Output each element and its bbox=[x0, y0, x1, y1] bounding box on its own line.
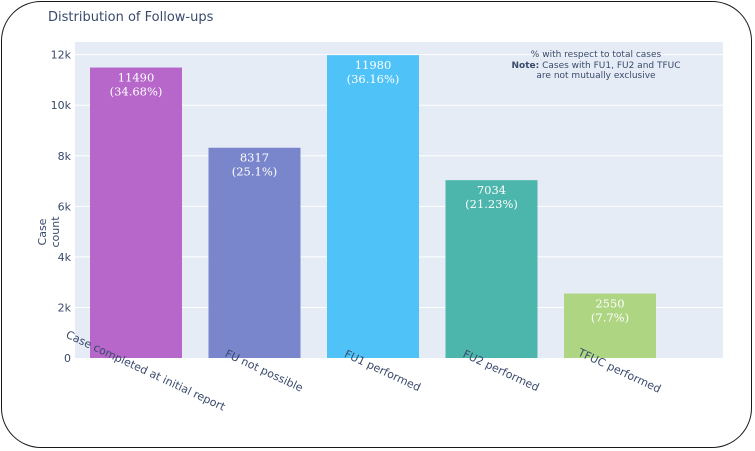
bar bbox=[564, 293, 656, 358]
bar-percent-label: (34.68%) bbox=[110, 85, 163, 99]
bar-value-label: 11490 bbox=[118, 71, 155, 85]
bar-percent-label: (25.1%) bbox=[232, 165, 278, 179]
bar-value-label: 7034 bbox=[477, 183, 506, 197]
y-tick-label: 10k bbox=[51, 99, 72, 112]
annotation-line-3: are not mutually exclusive bbox=[536, 71, 656, 81]
y-tick-label: 8k bbox=[58, 150, 72, 163]
bar-value-label: 2550 bbox=[595, 297, 624, 311]
bar-value-label: 8317 bbox=[240, 151, 269, 165]
annotation-note-label: Note: bbox=[511, 61, 539, 71]
annotation-line-2: Note: Cases with FU1, FU2 and TFUC bbox=[511, 61, 680, 71]
y-tick-label: 12k bbox=[51, 49, 72, 62]
y-tick-label: 0 bbox=[64, 352, 71, 365]
y-tick-label: 6k bbox=[58, 200, 72, 213]
bar bbox=[208, 147, 301, 358]
annotation-note-text: Cases with FU1, FU2 and TFUC bbox=[539, 61, 680, 71]
bar bbox=[445, 180, 538, 358]
bar-percent-label: (21.23%) bbox=[465, 197, 518, 211]
annotation-line-1: % with respect to total cases bbox=[531, 50, 662, 60]
chart-title: Distribution of Follow-ups bbox=[48, 10, 214, 25]
bar-percent-label: (36.16%) bbox=[347, 72, 400, 86]
bar bbox=[90, 67, 182, 358]
y-tick-label: 4k bbox=[58, 251, 72, 264]
bar-value-label: 11980 bbox=[355, 58, 392, 72]
bar-percent-label: (7.7%) bbox=[591, 311, 629, 325]
bar bbox=[327, 55, 419, 358]
y-tick-label: 2k bbox=[58, 301, 72, 314]
